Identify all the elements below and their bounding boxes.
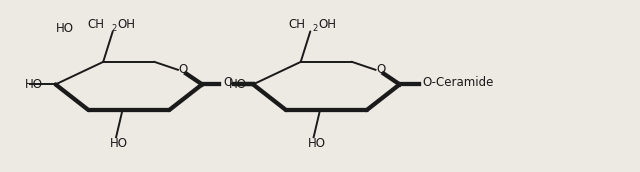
Text: CH: CH <box>288 18 305 31</box>
Text: HO: HO <box>229 78 247 91</box>
Text: HO: HO <box>110 137 128 150</box>
Text: O: O <box>223 76 232 89</box>
Text: HO: HO <box>56 22 74 35</box>
Text: O: O <box>179 63 188 76</box>
Text: OH: OH <box>118 18 136 31</box>
Text: O-Ceramide: O-Ceramide <box>422 76 493 89</box>
Text: HO: HO <box>308 137 326 150</box>
Text: OH: OH <box>319 18 337 31</box>
Text: 2: 2 <box>312 24 317 33</box>
Text: HO: HO <box>25 78 43 91</box>
Text: 2: 2 <box>111 24 116 33</box>
Text: O: O <box>376 63 385 76</box>
Text: CH: CH <box>87 18 104 31</box>
